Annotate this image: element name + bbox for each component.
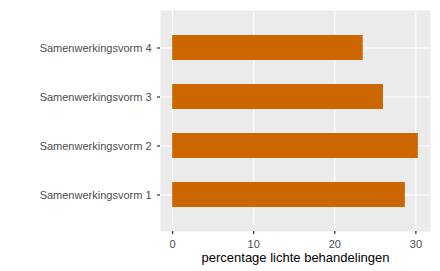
svg-text:10: 10	[248, 238, 260, 250]
svg-text:percentage lichte behandelinge: percentage lichte behandelingen	[202, 250, 390, 265]
svg-text:Samenwerkingsvorm 2: Samenwerkingsvorm 2	[40, 140, 152, 152]
svg-text:30: 30	[410, 238, 422, 250]
svg-text:0: 0	[170, 238, 176, 250]
svg-text:Samenwerkingsvorm 3: Samenwerkingsvorm 3	[40, 91, 152, 103]
svg-text:Samenwerkingsvorm 4: Samenwerkingsvorm 4	[40, 42, 152, 54]
svg-text:20: 20	[329, 238, 341, 250]
svg-text:Samenwerkingsvorm 1: Samenwerkingsvorm 1	[40, 189, 152, 201]
